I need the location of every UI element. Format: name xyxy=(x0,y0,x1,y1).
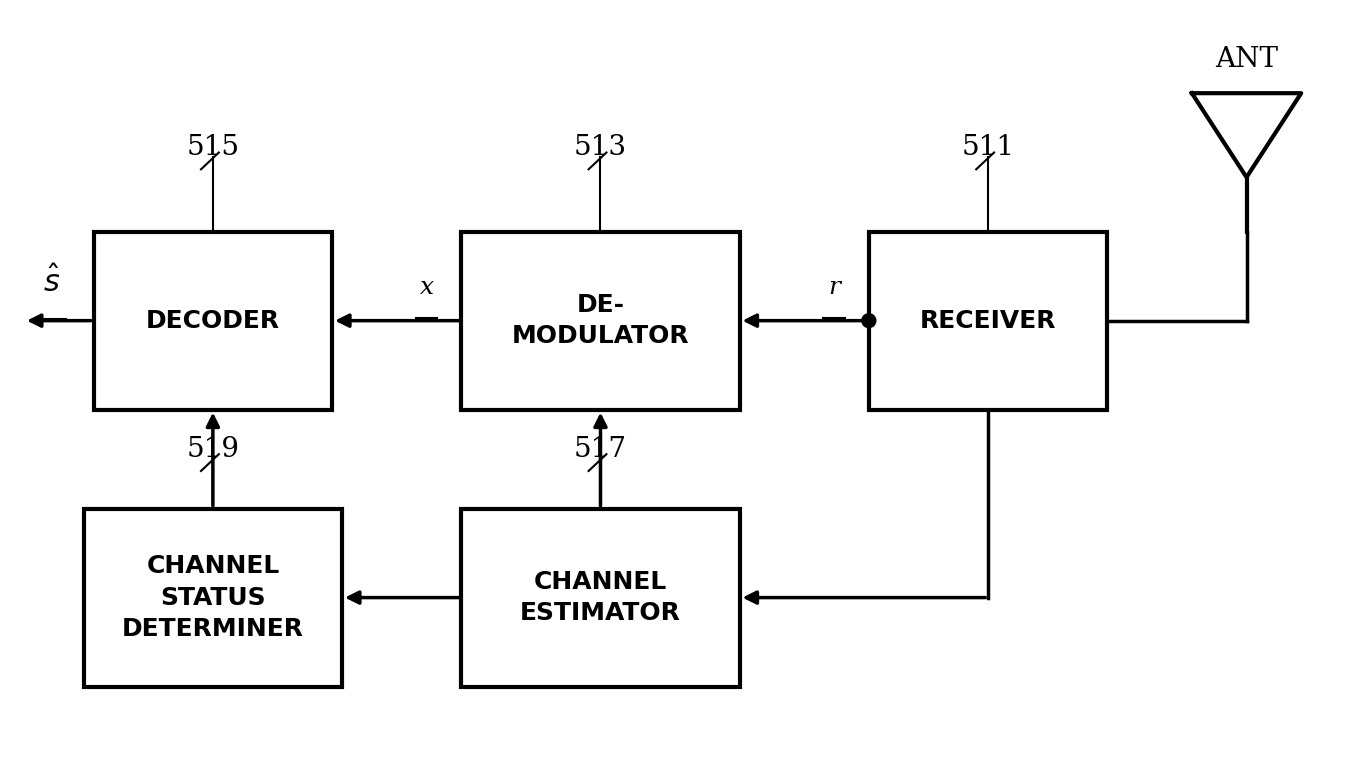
Text: RECEIVER: RECEIVER xyxy=(920,309,1056,333)
Text: r: r xyxy=(827,276,840,299)
Text: CHANNEL
ESTIMATOR: CHANNEL ESTIMATOR xyxy=(520,570,680,625)
Bar xyxy=(94,232,332,410)
Text: 517: 517 xyxy=(574,435,627,463)
Text: DECODER: DECODER xyxy=(146,309,280,333)
Circle shape xyxy=(862,314,875,328)
Bar xyxy=(868,232,1108,410)
Bar xyxy=(461,508,739,686)
Text: ANT: ANT xyxy=(1215,46,1278,74)
Text: 513: 513 xyxy=(574,134,627,161)
Bar xyxy=(461,232,739,410)
Text: 511: 511 xyxy=(961,134,1015,161)
Text: 519: 519 xyxy=(186,435,240,463)
Text: DE-
MODULATOR: DE- MODULATOR xyxy=(512,293,689,348)
Text: x: x xyxy=(419,276,434,299)
Text: 515: 515 xyxy=(186,134,240,161)
Text: $\hat{s}$: $\hat{s}$ xyxy=(44,267,60,299)
Text: CHANNEL
STATUS
DETERMINER: CHANNEL STATUS DETERMINER xyxy=(122,554,304,641)
Bar xyxy=(83,508,342,686)
